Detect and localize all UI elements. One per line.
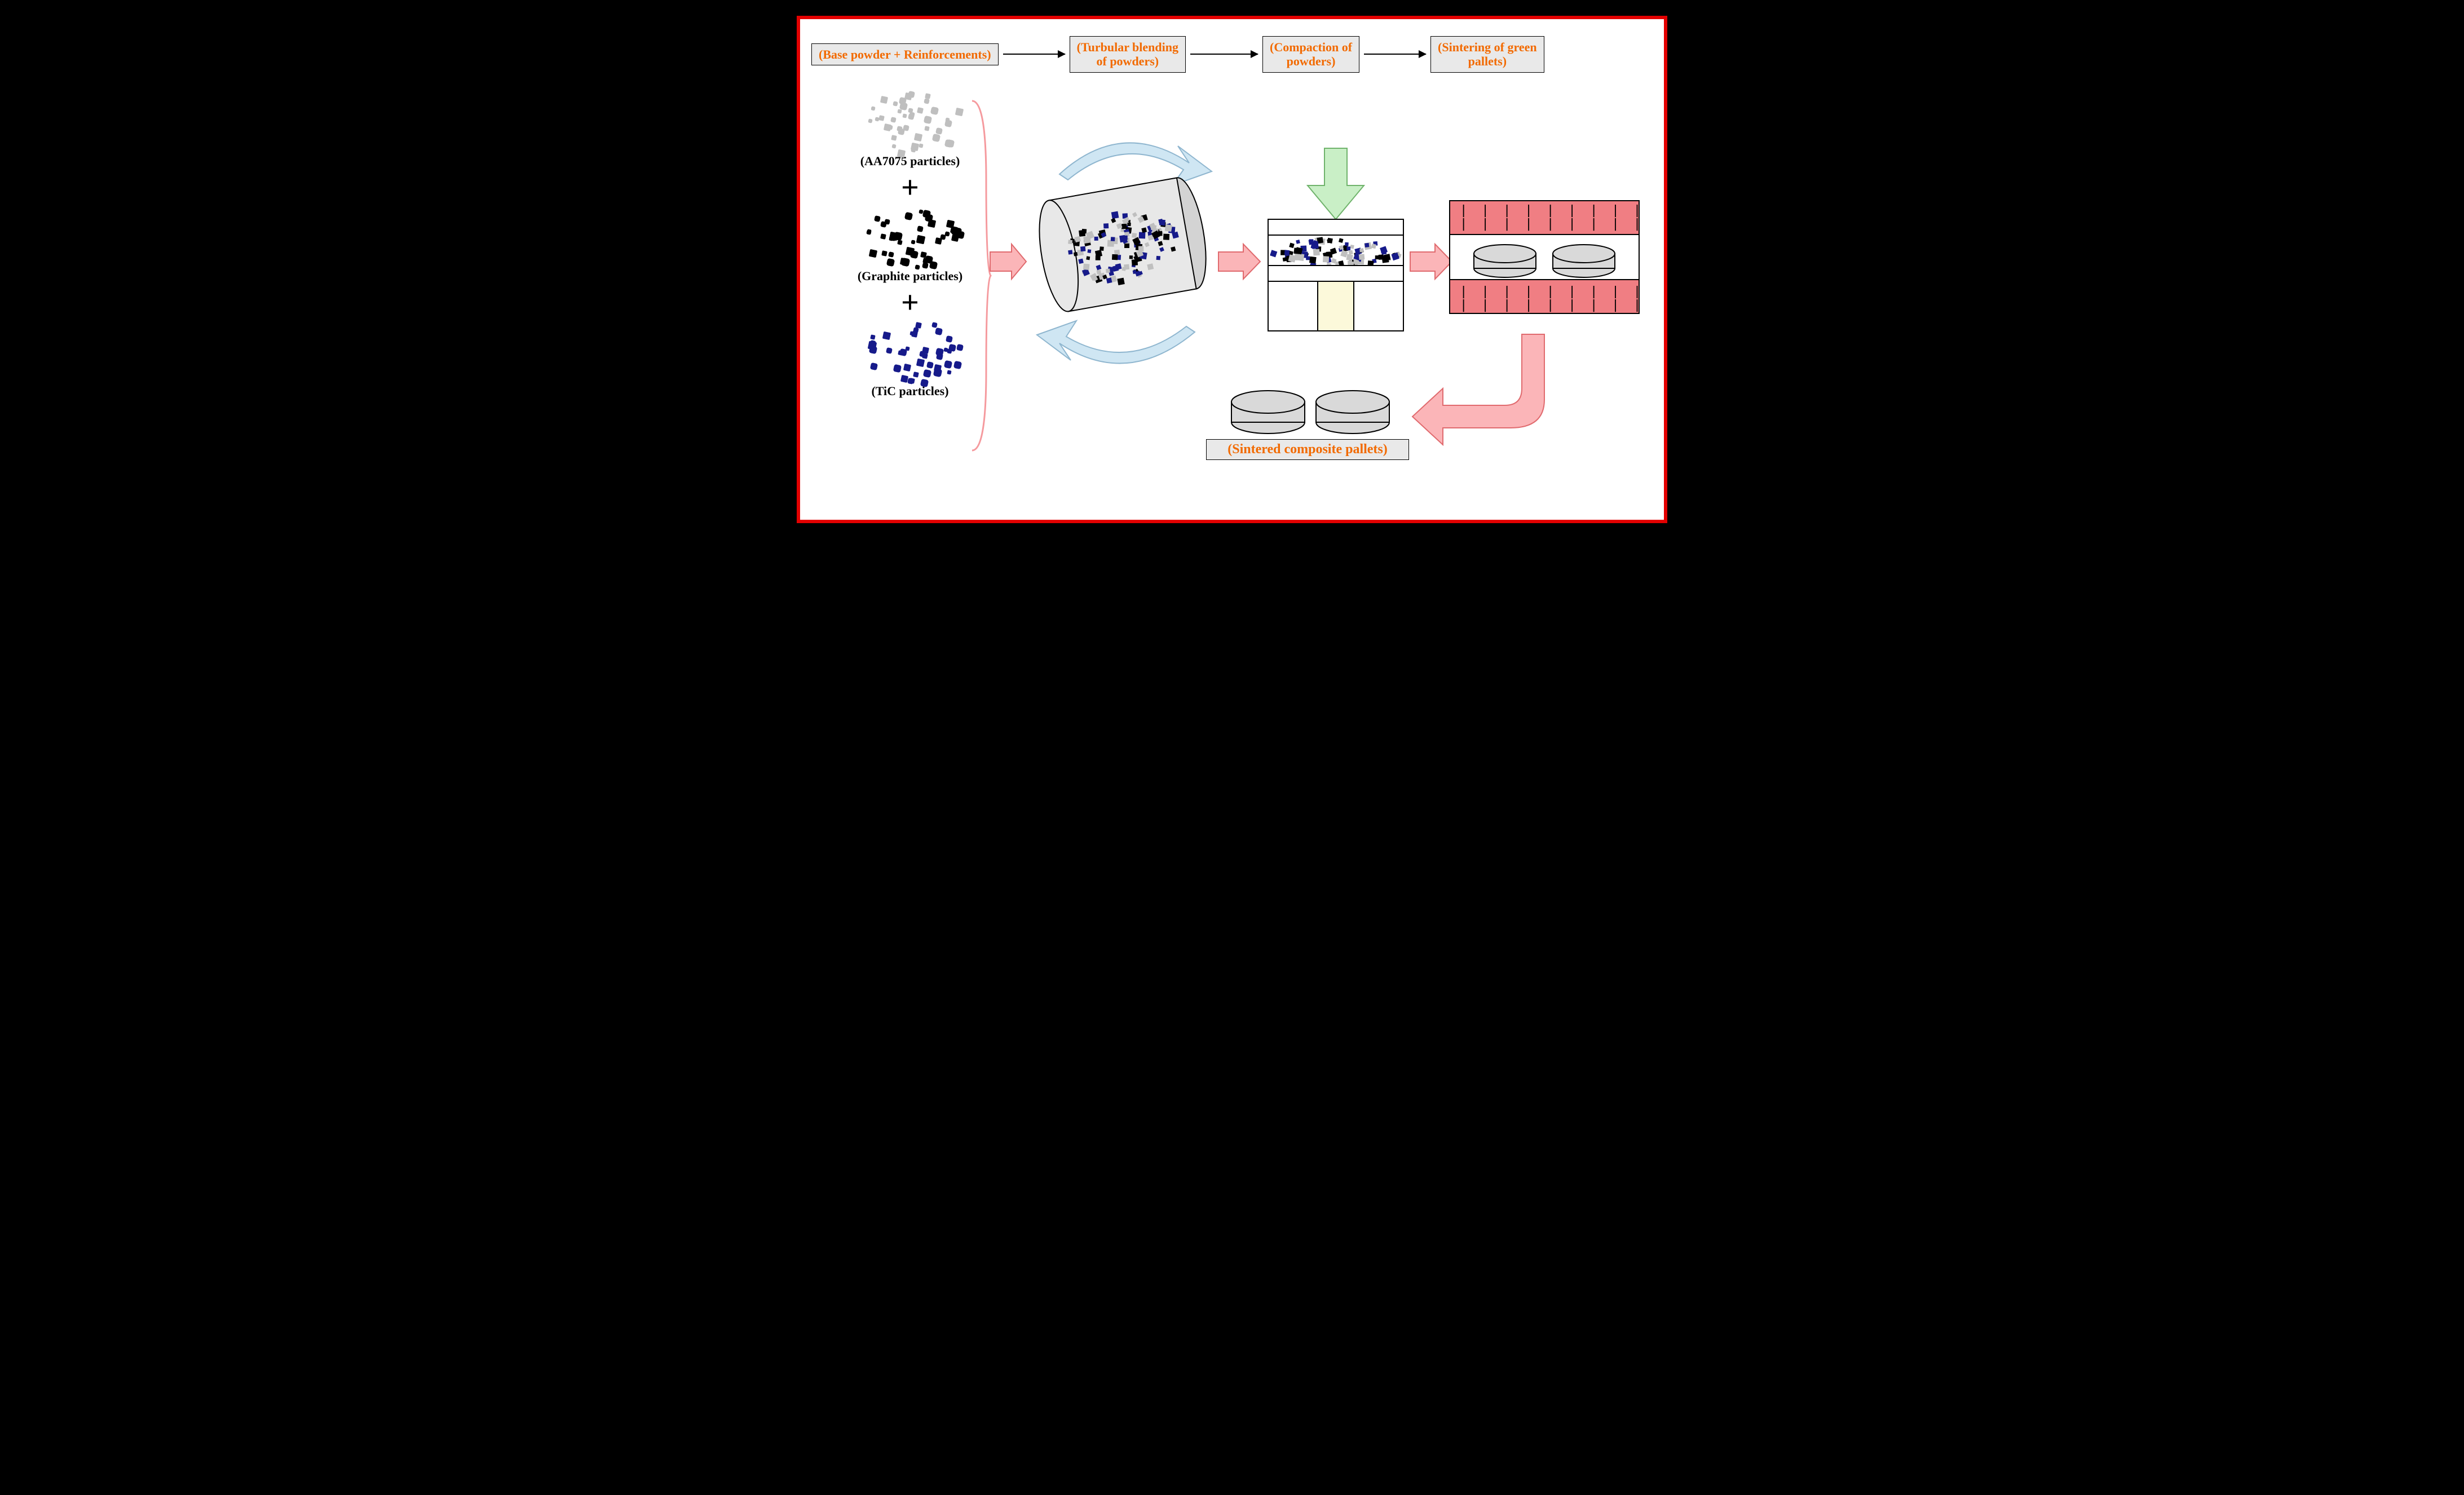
svg-text:| | | | | | | | | |: | | | | | | | | | | — [1460, 204, 1640, 218]
process-step-4: (Sintering of green pallets) — [1430, 36, 1544, 73]
furnace-icon: | | | | | | | | | | | | | | | | | | | | … — [1449, 200, 1640, 318]
tic-cluster — [859, 320, 961, 382]
svg-text:| | | | | | | | | |: | | | | | | | | | | — [1460, 298, 1640, 312]
process-arrow-1 — [1003, 54, 1065, 55]
aa7075-label: (AA7075 particles) — [845, 154, 975, 169]
combine-bracket-icon — [969, 95, 992, 456]
plus-icon: + — [845, 295, 975, 311]
process-arrow-3 — [1364, 54, 1426, 55]
flow-arrow-2-icon — [1217, 242, 1262, 281]
svg-text:| | | | | | | | | |: | | | | | | | | | | — [1460, 217, 1640, 231]
plus-icon: + — [845, 180, 975, 196]
process-step-1: (Base powder + Reinforcements) — [811, 43, 999, 65]
graphite-cluster — [859, 205, 961, 267]
svg-text:| | | | | | | | | |: | | | | | | | | | | — [1460, 285, 1640, 299]
compaction-die-icon — [1262, 146, 1409, 349]
flow-arrow-3-icon — [1409, 242, 1454, 281]
particles-column: (AA7075 particles) + (Graphite particles… — [845, 90, 975, 399]
process-row: (Base powder + Reinforcements) (Turbular… — [811, 36, 1653, 73]
flow-arrow-4-icon — [1409, 332, 1556, 456]
tic-label: (TiC particles) — [845, 384, 975, 399]
process-arrow-2 — [1190, 54, 1258, 55]
blender-icon — [1014, 123, 1229, 383]
process-step-2: (Turbular blending of powders) — [1070, 36, 1186, 73]
process-step-3: (Compaction of powders) — [1262, 36, 1359, 73]
output-label: (Sintered composite pallets) — [1206, 439, 1409, 460]
aa7075-cluster — [859, 90, 961, 152]
graphite-label: (Graphite particles) — [845, 269, 975, 284]
diagram-frame: (Base powder + Reinforcements) (Turbular… — [797, 16, 1667, 523]
output-pellets-icon — [1217, 377, 1398, 439]
